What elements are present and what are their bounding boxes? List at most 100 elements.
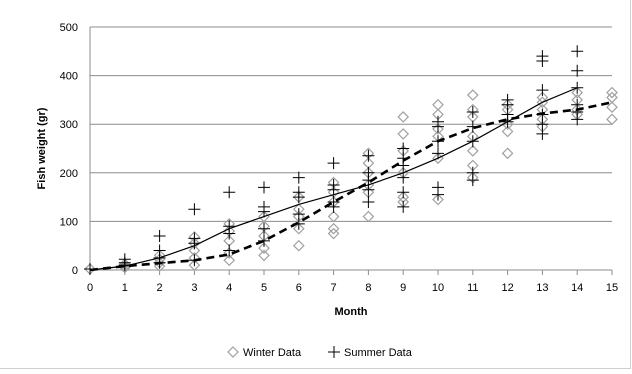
winter-data-point: [501, 147, 514, 160]
axes: [89, 27, 612, 271]
summer-data-point: [466, 106, 479, 119]
summer-data-point: [188, 232, 201, 245]
dashed-trend-line: [89, 101, 613, 272]
winter-data-point: [501, 118, 514, 131]
summer-data-point: [153, 229, 166, 242]
x-tick-label: 10: [432, 282, 444, 294]
summer-data-point: [397, 200, 410, 213]
winter-data-point: [327, 222, 340, 235]
series-2: [89, 87, 578, 271]
winter-data-point: [397, 111, 410, 123]
legend-label-winter: Winter Data: [243, 347, 302, 359]
summer-data-point: [258, 181, 270, 194]
winter-data-point: [292, 222, 305, 235]
summer-data-point: [362, 149, 375, 162]
x-tick-label: 7: [331, 282, 337, 294]
y-axis-title: Fish weight (gr): [36, 107, 48, 189]
winter-data-point: [258, 249, 270, 262]
series-0: [84, 86, 618, 275]
winter-data-point: [362, 210, 375, 223]
winter-data-point: [571, 86, 584, 99]
legend-marker-summer: [328, 346, 340, 358]
x-tick-label: 15: [606, 282, 618, 294]
x-axis-title: Month: [335, 306, 368, 318]
x-tick-label: 0: [87, 282, 93, 294]
summer-data-point: [466, 166, 479, 179]
winter-data-point: [327, 210, 340, 223]
summer-data-point: [258, 222, 270, 235]
summer-data-point: [223, 186, 236, 199]
winter-data-point: [432, 98, 444, 111]
summer-data-point: [327, 195, 340, 208]
x-tick-label: 9: [400, 282, 406, 294]
winter-data-point: [606, 86, 618, 99]
x-tick-label: 12: [501, 282, 513, 294]
summer-data-point: [536, 84, 549, 97]
winter-data-point: [466, 145, 479, 157]
winter-data-point: [188, 259, 201, 271]
winter-data-point: [223, 247, 236, 259]
summer-data-point: [223, 244, 236, 257]
legend: Winter Data Summer Data: [227, 346, 413, 359]
x-tick-label: 8: [365, 282, 371, 294]
x-tick-label: 2: [157, 282, 163, 294]
summer-data-point: [327, 178, 340, 191]
summer-data-point: [432, 115, 444, 128]
summer-data-point: [432, 147, 444, 160]
y-tick-label: 0: [72, 265, 78, 277]
summer-data-point: [397, 171, 410, 184]
y-tick-label: 500: [60, 22, 78, 34]
winter-data-point: [501, 125, 514, 138]
winter-data-point: [606, 113, 618, 126]
y-tick-label: 300: [60, 119, 78, 131]
winter-data-point: [432, 193, 444, 206]
summer-data-point: [362, 195, 375, 208]
y-tick-label: 400: [60, 71, 78, 83]
x-tick-label: 5: [261, 282, 267, 294]
series-1: [84, 45, 584, 276]
legend-label-summer: Summer Data: [344, 347, 413, 359]
legend-item-summer: Summer Data: [328, 346, 413, 359]
gridlines: [90, 26, 612, 222]
summer-data-point: [362, 166, 375, 179]
winter-data-point: [223, 254, 236, 267]
legend-marker-winter: [227, 346, 239, 358]
legend-item-winter: Winter Data: [227, 346, 302, 359]
summer-data-point: [258, 234, 270, 247]
x-tick-label: 6: [296, 282, 302, 294]
x-tick-label: 14: [571, 282, 583, 294]
summer-data-point: [153, 244, 166, 257]
summer-data-point: [223, 220, 236, 233]
x-tick-label: 3: [191, 282, 197, 294]
x-tick-label: 1: [122, 282, 128, 294]
summer-data-point: [118, 253, 131, 266]
x-tick-label: 4: [226, 282, 232, 294]
summer-data-point: [397, 186, 410, 199]
solid-trend-line: [89, 87, 578, 271]
x-tick-label: 11: [467, 282, 478, 294]
summer-data-point: [292, 208, 305, 221]
summer-data-point: [397, 142, 410, 155]
winter-data-point: [466, 89, 479, 101]
x-tick-label: 13: [536, 282, 548, 294]
summer-data-point: [432, 181, 444, 194]
summer-data-point: [571, 64, 584, 77]
winter-data-point: [258, 242, 270, 254]
series-3: [89, 101, 613, 272]
winter-data-point: [606, 101, 618, 114]
summer-data-point: [571, 45, 584, 58]
winter-data-point: [397, 128, 410, 140]
summer-data-point: [258, 200, 270, 213]
summer-data-point: [327, 157, 340, 170]
winter-data-point: [327, 227, 340, 240]
winter-data-point: [606, 91, 618, 104]
summer-data-point: [536, 50, 549, 63]
winter-data-point: [292, 239, 305, 252]
winter-data-point: [432, 123, 444, 135]
series: [84, 45, 618, 276]
y-tick-label: 200: [60, 168, 78, 180]
summer-data-point: [292, 171, 305, 184]
